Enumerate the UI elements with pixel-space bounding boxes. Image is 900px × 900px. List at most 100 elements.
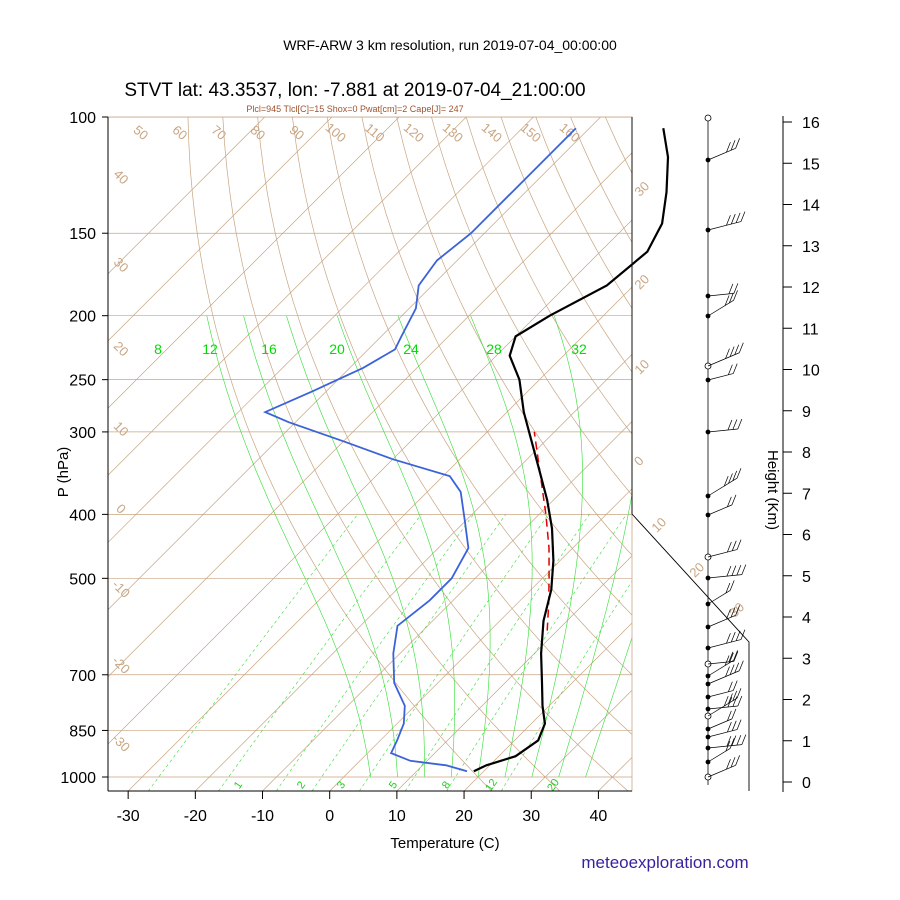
wind-barb-feather (726, 609, 731, 620)
isotherm-line (108, 117, 265, 275)
wind-barb-staff (707, 221, 742, 231)
moist-adiabat-label: 20 (329, 341, 345, 357)
moist-adiabat-label: 8 (154, 341, 162, 357)
isotherm-label: -20 (109, 653, 133, 677)
height-tick-label: 16 (802, 115, 820, 132)
wind-barb-staff (707, 639, 742, 649)
isotherm-label: 20 (631, 271, 652, 292)
wind-barb-feather (734, 662, 740, 673)
dry-adiabat (431, 117, 632, 496)
moist-adiabat-label: 28 (486, 341, 502, 357)
wind-barb-staff (707, 614, 736, 628)
moist-adiabat (397, 315, 491, 778)
wind-barb-feather (724, 295, 730, 306)
dry-adiabat (500, 117, 632, 373)
dry-adiabat (222, 117, 561, 791)
mixing-ratio-label: 1 (232, 779, 245, 791)
moist-adiabat-label: 32 (571, 341, 587, 357)
wind-barb-feather (735, 138, 740, 149)
wind-barb-staff (707, 477, 738, 497)
wind-barb-feather (726, 565, 732, 577)
mixing-ratio-line (148, 514, 358, 791)
dry-adiabat-label: 160 (557, 120, 583, 145)
mixing-ratio-label: 2 (295, 779, 308, 791)
wind-barb-feather (732, 690, 738, 701)
wind-barb-feather (741, 734, 747, 745)
wind-barb-staff (707, 428, 738, 433)
x-tick-label: 0 (325, 808, 334, 825)
wind-barb-feather (727, 496, 732, 507)
isotherm-label: 10 (631, 356, 652, 377)
dry-adiabat (292, 117, 632, 736)
wind-barb-feather (729, 664, 735, 675)
wind-barb-feather (729, 580, 735, 591)
wind-barb-panel (631, 114, 750, 791)
wind-barb-staff (707, 660, 734, 677)
wind-barb-feather (740, 629, 746, 640)
moist-adiabat (585, 636, 632, 778)
wind-barb-staff (707, 748, 731, 763)
dry-adiabat (814, 117, 900, 791)
wind-barb-feather (727, 721, 732, 733)
mixing-ratio-label: 8 (440, 779, 453, 791)
wind-barb-feather (726, 142, 731, 153)
temperature-line (473, 128, 670, 773)
wind-barb-feather (736, 719, 742, 730)
pressure-tick-label: 150 (69, 226, 96, 243)
wind-barb-staff (707, 744, 742, 749)
wind-barb-staff (707, 293, 734, 297)
wind-barb-feather (731, 565, 737, 576)
wind-barb-feather (727, 696, 733, 708)
wind-barb-feather (733, 651, 739, 662)
height-tick-label: 2 (802, 693, 811, 710)
pressure-tick-label: 200 (69, 309, 96, 326)
moist-adiabat (286, 315, 425, 777)
x-tick-label: 40 (590, 808, 608, 825)
isotherm-line (329, 488, 632, 791)
dry-adiabat (396, 117, 632, 556)
dry-adiabat-label: 140 (479, 120, 505, 145)
height-tick-label: 11 (802, 321, 819, 338)
parcel-path-line (533, 431, 550, 631)
x-tick-label: 10 (388, 808, 406, 825)
wind-barb-feather (728, 292, 734, 304)
isotherm-label: 10 (648, 514, 669, 535)
mixing-ratio-label: 12 (483, 777, 500, 794)
wind-barb-feather (734, 344, 740, 355)
isotherm-line (530, 689, 632, 791)
mixing-ratio-line (446, 514, 627, 791)
wind-barb-feather (737, 695, 743, 707)
isotherm-label: -10 (109, 577, 133, 601)
wind-barb-feather (725, 666, 730, 677)
pressure-tick-label: 1000 (60, 770, 96, 787)
credit-text: meteoexploration.com (581, 853, 748, 872)
wind-barb-feather (732, 470, 738, 481)
wind-barb-feather (727, 419, 733, 431)
wind-barb-feather (728, 693, 733, 704)
wind-barb-staff (707, 373, 734, 381)
wind-barb-feather (728, 283, 734, 295)
wind-barb-staff (707, 729, 738, 738)
isotherm-line (108, 117, 601, 611)
wind-barb-staff (707, 549, 738, 558)
mixing-ratio-label: 5 (387, 779, 400, 791)
wind-barb-feather (736, 564, 742, 576)
isotherm-label: 10 (111, 418, 132, 439)
isotherm-line (108, 117, 400, 409)
wind-barb-feather (725, 348, 730, 359)
mixing-ratio-line (311, 514, 506, 791)
height-tick-label: 6 (802, 528, 811, 545)
wind-panel-outline (631, 117, 750, 791)
dry-adiabat (604, 117, 632, 174)
wind-barb-feather (730, 140, 736, 151)
wind-barb-staff (707, 670, 740, 685)
mixing-ratio-line (276, 514, 474, 791)
isotherm-line (127, 286, 632, 791)
mixing-ratio-line (404, 514, 590, 791)
dry-adiabat (187, 117, 492, 791)
wind-barb-feather (730, 213, 736, 225)
wind-barb-feather (726, 735, 732, 747)
dry-adiabat (884, 117, 900, 791)
pressure-tick-label: 250 (69, 373, 96, 390)
